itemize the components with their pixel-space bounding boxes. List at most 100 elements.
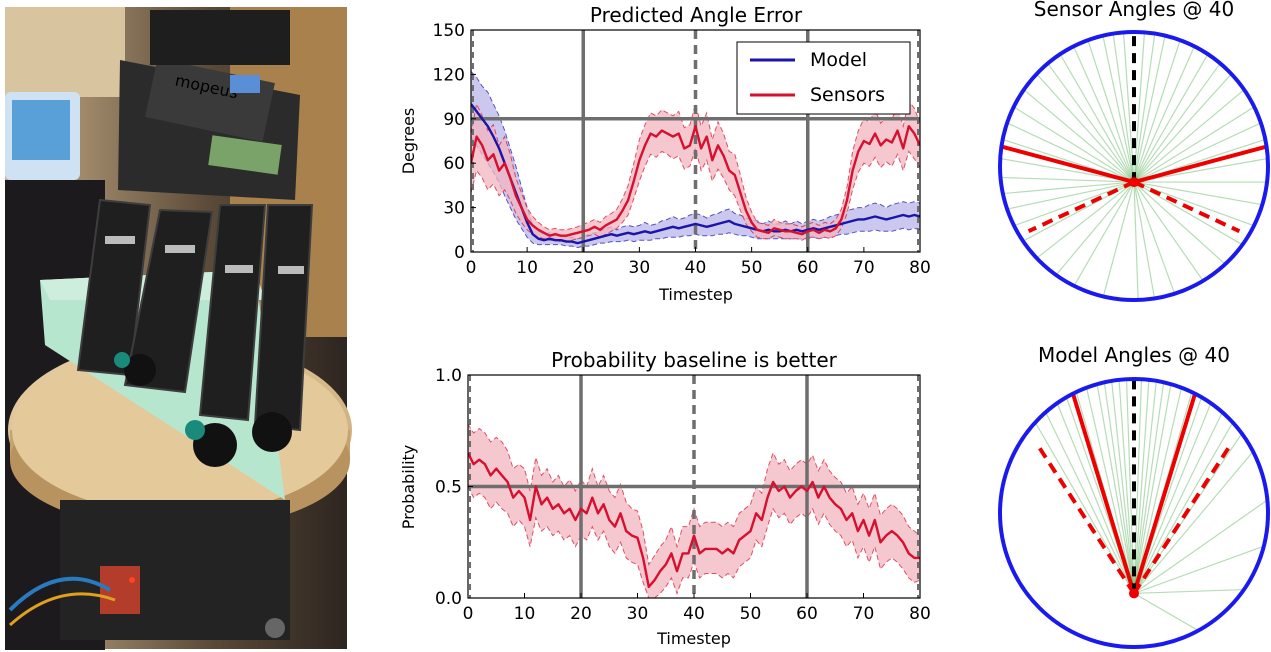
- predicted-angle-solid: [1000, 144, 1135, 185]
- angle-ray: [1085, 387, 1135, 594]
- y-axis-label: Degrees: [399, 108, 418, 175]
- x-tick-label: 80: [909, 604, 931, 624]
- x-tick-label: 80: [909, 258, 931, 278]
- angle-ray: [1133, 63, 1221, 183]
- series-line-sensors: [471, 124, 920, 237]
- angle-ray: [1133, 181, 1176, 294]
- angle-ray: [1133, 181, 1263, 206]
- y-tick-label: 30: [443, 199, 465, 219]
- x-tick-label: 30: [629, 258, 651, 278]
- angle-ray: [1034, 422, 1135, 594]
- x-axis-label: Timestep: [656, 629, 731, 648]
- polar-ring: [998, 377, 1270, 649]
- angle-ray: [1103, 382, 1135, 594]
- x-tick-label: 70: [853, 258, 875, 278]
- angle-ray: [1133, 545, 1265, 594]
- chart-title: Predicted Angle Error: [590, 3, 803, 27]
- x-tick-label: 10: [516, 258, 538, 278]
- x-tick-label: 20: [572, 258, 594, 278]
- angle-ray: [1006, 122, 1135, 183]
- sensor-angles-polar: Sensor Angles @ 40: [998, 0, 1270, 302]
- angle-ray: [1133, 402, 1212, 594]
- angle-ray: [1133, 53, 1209, 183]
- x-tick-label: 20: [570, 604, 592, 624]
- legend-sensors-label: Sensors: [810, 84, 885, 106]
- angle-ray: [1111, 380, 1135, 594]
- x-tick-label: 0: [463, 604, 474, 624]
- angle-ray: [1036, 73, 1135, 183]
- angle-ray: [1133, 181, 1226, 265]
- angle-ray: [1133, 387, 1183, 594]
- hub-point: [1129, 177, 1139, 188]
- polar-ring: [998, 30, 1270, 302]
- angle-ray: [1036, 181, 1135, 259]
- angle-ray: [1133, 182, 1139, 300]
- predicted-angle-solid: [1133, 144, 1268, 185]
- angle-ray: [1133, 422, 1234, 594]
- hub-point: [1129, 588, 1139, 599]
- angle-ray: [1112, 33, 1135, 183]
- angle-ray: [1133, 451, 1254, 594]
- y-tick-label: 120: [433, 65, 465, 85]
- angle-ray: [1133, 89, 1245, 183]
- y-tick-label: 0: [454, 243, 465, 263]
- chart-title: Probability baseline is better: [551, 348, 838, 372]
- x-tick-label: 60: [796, 604, 818, 624]
- angle-ray: [1133, 181, 1204, 282]
- predicted-angle-dashed: [1132, 442, 1233, 595]
- x-tick-label: 40: [683, 604, 705, 624]
- angle-ray: [1133, 588, 1244, 594]
- angle-ray: [1059, 53, 1135, 183]
- polar-title: Sensor Angles @ 40: [1034, 0, 1234, 21]
- angle-ray: [1133, 35, 1166, 183]
- y-tick-label: 60: [443, 154, 465, 174]
- x-tick-label: 0: [466, 258, 477, 278]
- angle-ray: [1133, 592, 1199, 632]
- band-upper-sensors: [471, 99, 920, 231]
- angle-ray: [1045, 411, 1135, 594]
- x-tick-label: 30: [627, 604, 649, 624]
- angle-ray: [1102, 181, 1135, 297]
- angle-ray: [1087, 39, 1135, 183]
- angle-ray: [1133, 380, 1157, 594]
- x-tick-label: 50: [741, 258, 763, 278]
- angle-ray: [1055, 181, 1135, 276]
- angle-ray: [1118, 379, 1135, 594]
- y-tick-label: 0.0: [435, 589, 462, 609]
- probability-chart: Probability baseline is better Probabili…: [399, 348, 931, 648]
- x-tick-label: 40: [685, 258, 707, 278]
- angle-ray: [1133, 39, 1181, 183]
- x-axis-label: Timestep: [658, 285, 733, 304]
- predicted-angle-solid: [1071, 393, 1136, 594]
- series-line-model: [471, 103, 920, 245]
- model-angles-polar: Model Angles @ 40: [998, 343, 1270, 649]
- angle-error-chart: Predicted Angle Error Degrees Timestep 0…: [399, 3, 931, 304]
- band-upper-probability: [468, 423, 920, 566]
- predicted-angle-solid: [1132, 393, 1197, 594]
- chart-legend: Model Sensors: [736, 41, 911, 115]
- angle-ray: [1000, 176, 1135, 183]
- y-tick-label: 0.5: [435, 478, 462, 498]
- predicted-angle-dashed: [1035, 442, 1136, 595]
- plot-frame: [467, 374, 921, 599]
- y-tick-label: 150: [433, 21, 465, 41]
- angle-ray: [1133, 46, 1195, 183]
- base-box: [60, 500, 290, 640]
- angle-ray: [1096, 384, 1135, 594]
- angle-ray: [1002, 181, 1135, 195]
- angle-ray: [1133, 106, 1255, 183]
- y-tick-label: 90: [443, 110, 465, 130]
- plot-frame: [470, 29, 921, 253]
- x-tick-label: 70: [853, 604, 875, 624]
- angle-ray: [1102, 35, 1135, 183]
- robot-hand-photo: mopeus: [5, 7, 352, 650]
- angle-ray: [1013, 106, 1135, 183]
- band-lower-sensors: [471, 146, 920, 243]
- angle-ray: [1133, 382, 1165, 594]
- angle-ray: [1133, 411, 1223, 594]
- angle-ray: [1056, 402, 1135, 594]
- angle-ray: [1133, 122, 1262, 183]
- angle-ray: [1047, 63, 1135, 183]
- x-tick-label: 10: [514, 604, 536, 624]
